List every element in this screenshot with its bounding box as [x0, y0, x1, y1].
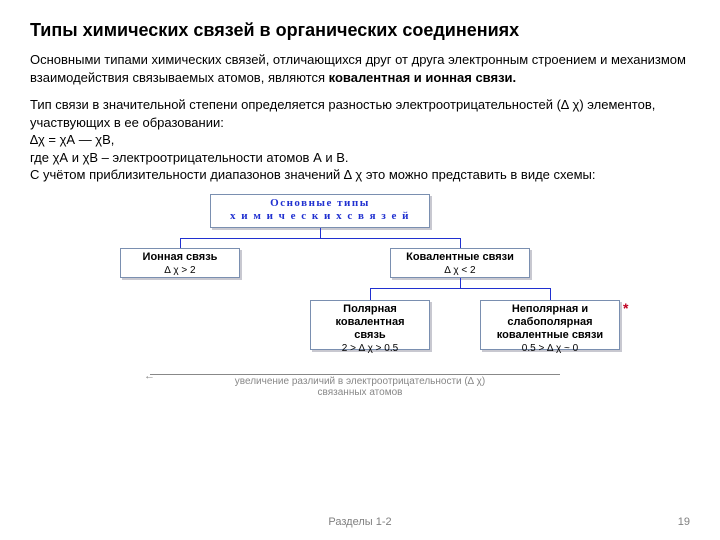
ionic-box: Ионная связь ∆ χ > 2	[120, 248, 240, 278]
polar-box: Полярная ковалентная связь 2 > ∆ χ > 0.5	[310, 300, 430, 350]
nonpolar-l3: ковалентные связи	[485, 329, 615, 342]
bond-diagram: Основные типы х и м и ч е с к и х с в я …	[30, 194, 690, 444]
polar-sub: 2 > ∆ χ > 0.5	[315, 342, 425, 355]
arrow-head-left: ←	[144, 370, 155, 382]
arrow-caption: увеличение различий в электроотрицательн…	[210, 376, 510, 398]
nonpolar-l2: слабополярная	[485, 316, 615, 329]
root-l1: Основные типы	[215, 197, 425, 210]
nonpolar-sub: 0.5 > ∆ χ ~ 0	[485, 342, 615, 355]
arrow-cap-l2: связанных атомов	[318, 387, 403, 398]
nonpolar-l1: Неполярная и	[485, 303, 615, 316]
footer-center: Разделы 1-2	[30, 516, 690, 528]
arrow-cap-l1: увеличение различий в электроотрицательн…	[235, 376, 485, 387]
covalent-box: Ковалентные связи ∆ χ < 2	[390, 248, 530, 278]
covalent-sub: ∆ χ < 2	[395, 264, 525, 277]
p2c: где χА и χВ – электроотрицательности ато…	[30, 150, 349, 165]
p2a: Тип связи в значительной степени определ…	[30, 97, 655, 130]
ionic-sub: ∆ χ > 2	[125, 264, 235, 277]
polar-l1: Полярная	[315, 303, 425, 316]
polar-l3: связь	[315, 329, 425, 342]
paragraph-2: Тип связи в значительной степени определ…	[30, 96, 690, 184]
root-box: Основные типы х и м и ч е с к и х с в я …	[210, 194, 430, 228]
p2b: ∆χ = χА — χВ,	[30, 132, 114, 147]
page-title: Типы химических связей в органических со…	[30, 20, 690, 41]
star-marker: *	[623, 300, 628, 316]
polar-l2: ковалентная	[315, 316, 425, 329]
covalent-title: Ковалентные связи	[395, 251, 525, 264]
arrow-line	[150, 374, 560, 375]
nonpolar-box: Неполярная и слабополярная ковалентные с…	[480, 300, 620, 350]
ionic-title: Ионная связь	[125, 251, 235, 264]
conn	[370, 288, 550, 289]
conn	[180, 238, 460, 239]
page-number: 19	[678, 516, 690, 528]
p1-bold: ковалентная и ионная связи.	[329, 70, 517, 85]
p2d: С учётом приблизительности диапазонов зн…	[30, 167, 596, 182]
paragraph-1: Основными типами химических связей, отли…	[30, 51, 690, 86]
root-l2: х и м и ч е с к и х с в я з е й	[215, 210, 425, 223]
footer: Разделы 1-2 19	[30, 516, 690, 528]
